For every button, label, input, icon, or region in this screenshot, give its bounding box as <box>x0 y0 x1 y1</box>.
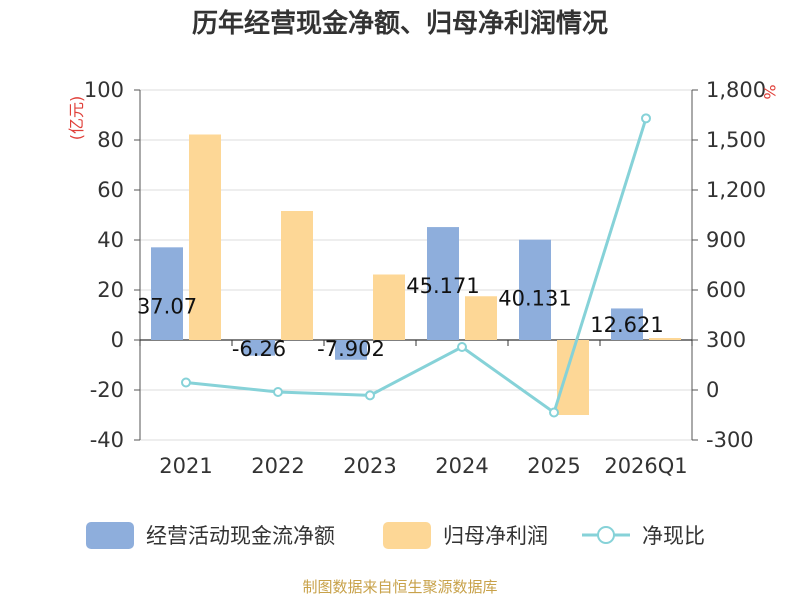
cashflow-value-label: 37.07 <box>137 294 197 318</box>
ratio-point <box>549 407 559 418</box>
legend-label: 经营活动现金流净额 <box>146 524 335 548</box>
ratio-point <box>365 390 375 401</box>
ratio-point <box>641 113 651 124</box>
ratio-point <box>181 377 191 388</box>
category-label: 2023 <box>343 454 396 478</box>
cashflow-value-label: 40.131 <box>498 287 571 311</box>
left-tick-label: -20 <box>90 378 124 402</box>
data-labels: 37.07 -6.26 -7.902 45.171 40.131 12.621 <box>137 274 664 361</box>
left-tick-label: 60 <box>97 178 124 202</box>
cashflow-bar <box>519 239 551 340</box>
right-tick-label: -300 <box>706 428 754 452</box>
right-tick-label: 300 <box>706 328 746 352</box>
category-label: 2024 <box>435 454 488 478</box>
left-axis-unit: (亿元) <box>67 96 86 141</box>
legend-item[interactable]: 经营活动现金流净额 <box>86 522 335 549</box>
legend-swatch-ratio-marker <box>597 526 615 544</box>
left-tick-label: 0 <box>111 328 124 352</box>
category-label: 2026Q1 <box>604 454 687 478</box>
ratio-point <box>457 342 467 352</box>
profit-bar <box>649 338 681 340</box>
cashflow-value-label: 12.621 <box>590 313 663 337</box>
legend-swatch-cashflow <box>86 522 134 549</box>
cashflow-value-label: -7.902 <box>317 337 385 361</box>
axes: 100 80 60 40 20 0 -20 -40 1,800 1,500 1,200 900 600 3… <box>67 78 779 478</box>
cashflow-bar <box>611 308 643 340</box>
cashflow-value-label: -6.26 <box>232 337 286 361</box>
category-label: 2025 <box>527 454 580 478</box>
left-tick-label: 80 <box>97 128 124 152</box>
right-tick-label: 900 <box>706 228 746 252</box>
right-tick-label: 1,200 <box>706 178 766 202</box>
cashflow-bar <box>243 340 275 356</box>
profit-bar <box>373 274 405 340</box>
category-label: 2022 <box>251 454 304 478</box>
left-tick-label: 100 <box>84 78 124 102</box>
left-tick-label: 40 <box>97 228 124 252</box>
cashflow-value-label: 45.171 <box>406 274 479 298</box>
cashflow-bar <box>335 340 367 360</box>
legend-item[interactable]: 净现比 <box>582 524 705 548</box>
legend[interactable]: 经营活动现金流净额 归母净利润 净现比 <box>86 522 705 549</box>
profit-bar <box>189 134 221 340</box>
ratio-line-path <box>185 117 648 415</box>
ratio-line <box>181 113 651 418</box>
legend-item[interactable]: 归母净利润 <box>383 522 548 549</box>
cashflow-bar <box>427 227 459 340</box>
profit-bar <box>281 211 313 340</box>
legend-swatch-profit <box>383 522 431 549</box>
chart-title: 历年经营现金净额、归母净利润情况 <box>192 8 608 39</box>
profit-bar <box>465 296 497 340</box>
right-axis-unit: % <box>760 84 779 99</box>
legend-label: 净现比 <box>642 524 705 548</box>
right-tick-label: 1,500 <box>706 128 766 152</box>
ratio-point <box>273 387 283 397</box>
cashflow-bar <box>151 247 183 340</box>
left-tick-label: 20 <box>97 278 124 302</box>
right-tick-label: 0 <box>706 378 719 402</box>
right-tick-label: 600 <box>706 278 746 302</box>
source-note: 制图数据来自恒生聚源数据库 <box>302 578 497 596</box>
legend-label: 归母净利润 <box>443 524 548 548</box>
right-tick-label: 1,800 <box>706 78 766 102</box>
left-tick-label: -40 <box>90 428 124 452</box>
category-label: 2021 <box>159 454 212 478</box>
